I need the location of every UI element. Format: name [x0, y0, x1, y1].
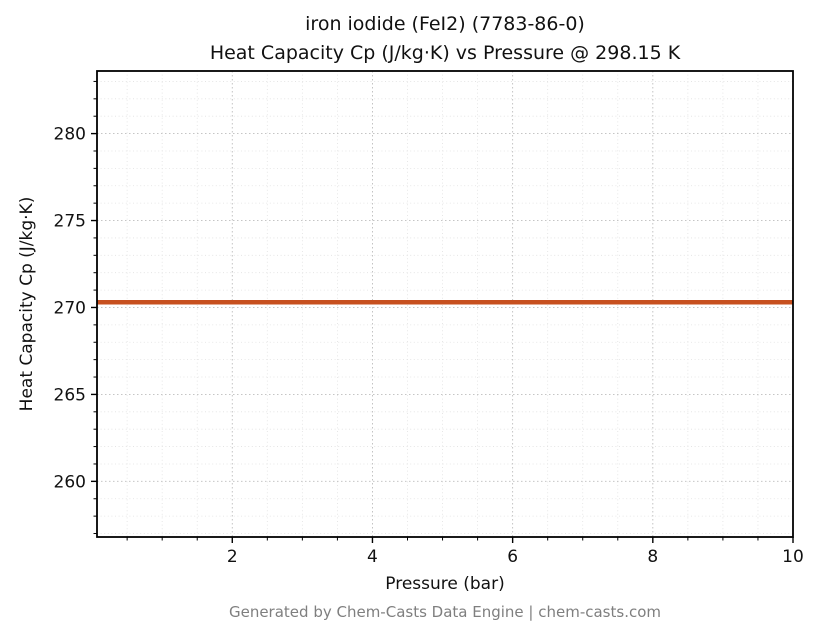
x-tick-label: 6 — [507, 547, 518, 567]
y-axis-label: Heat Capacity Cp (J/kg·K) — [17, 196, 37, 412]
y-tick-label: 260 — [54, 472, 86, 492]
footer-text: Generated by Chem-Casts Data Engine | ch… — [228, 603, 662, 621]
y-tick-label: 275 — [54, 212, 86, 232]
x-tick-label: 4 — [367, 547, 378, 567]
y-tick-label: 265 — [54, 385, 86, 405]
y-tick-label: 270 — [54, 298, 86, 318]
chart-title-line2: Heat Capacity Cp (J/kg·K) vs Pressure @ … — [209, 42, 681, 64]
chart-title-line1: iron iodide (FeI2) (7783-86-0) — [305, 13, 585, 35]
chart-title: iron iodide (FeI2) (7783-86-0) Heat Capa… — [97, 10, 793, 68]
x-tick-label: 8 — [647, 547, 658, 567]
x-tick-label: 2 — [227, 547, 238, 567]
x-axis-label: Pressure (bar) — [385, 574, 505, 594]
axes-frame — [96, 70, 794, 538]
x-tick-label: 10 — [782, 547, 804, 567]
y-tick-label: 280 — [54, 125, 86, 145]
